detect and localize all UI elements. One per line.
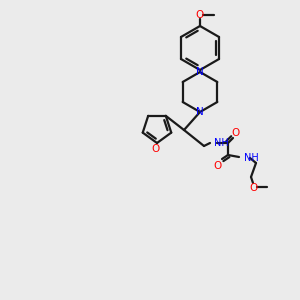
Text: N: N xyxy=(196,67,204,77)
Text: NH: NH xyxy=(244,153,259,163)
Text: O: O xyxy=(196,10,204,20)
Text: O: O xyxy=(151,144,159,154)
Text: O: O xyxy=(213,161,221,171)
Text: O: O xyxy=(232,128,240,138)
Text: O: O xyxy=(250,183,258,193)
Text: N: N xyxy=(196,107,204,117)
Text: NH: NH xyxy=(214,138,229,148)
